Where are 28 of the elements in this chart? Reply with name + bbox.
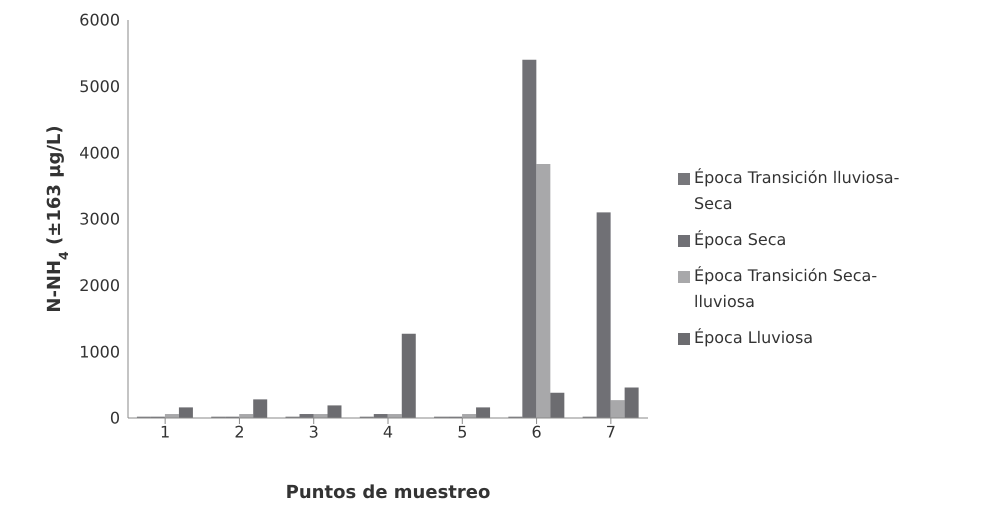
bar bbox=[536, 164, 550, 418]
x-axis-title: Puntos de muestreo bbox=[286, 482, 490, 503]
y-tick-label: 2000 bbox=[79, 276, 120, 296]
bar bbox=[476, 407, 490, 418]
y-tick-label: 6000 bbox=[79, 10, 120, 30]
bar bbox=[624, 387, 639, 418]
x-tick-label: 6 bbox=[531, 422, 542, 442]
bar bbox=[610, 400, 625, 418]
y-tick-label: 1000 bbox=[79, 342, 120, 362]
x-tick-label: 2 bbox=[234, 422, 245, 442]
legend-label: Época Transición lluviosa-Seca bbox=[694, 167, 900, 215]
legend-label: Época Seca bbox=[694, 229, 786, 251]
legend-label: Época Transición Seca-lluviosa bbox=[694, 265, 878, 313]
x-tick-label: 7 bbox=[606, 422, 616, 442]
x-tick-label: 1 bbox=[160, 422, 170, 442]
x-tick-label: 5 bbox=[457, 422, 468, 442]
bar bbox=[550, 392, 564, 418]
y-tick-label: 4000 bbox=[79, 143, 120, 162]
y-tick-label: 5000 bbox=[79, 77, 120, 96]
bar bbox=[402, 334, 416, 418]
x-tick-label: 3 bbox=[308, 422, 319, 442]
bar bbox=[327, 405, 342, 418]
legend-label: Época Lluviosa bbox=[694, 327, 814, 349]
bar bbox=[253, 399, 268, 418]
x-tick-label: 4 bbox=[382, 422, 394, 442]
y-tick-label: 3000 bbox=[79, 210, 120, 229]
bar bbox=[178, 407, 193, 418]
y-tick-label: 0 bbox=[110, 408, 120, 428]
